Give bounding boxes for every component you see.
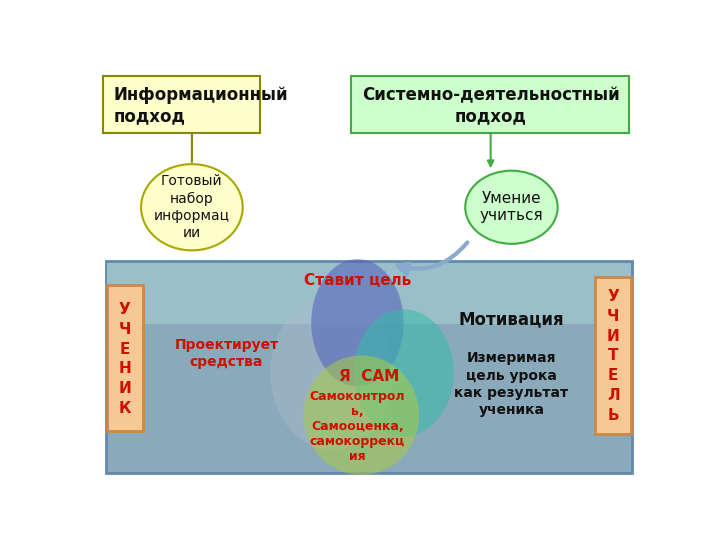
Text: Системно-деятельностный
подход: Системно-деятельностный подход <box>361 86 619 125</box>
FancyBboxPatch shape <box>104 76 260 133</box>
Text: У
Ч
Е
Н
И
К: У Ч Е Н И К <box>119 302 131 416</box>
Text: Я  САМ: Я САМ <box>339 369 399 384</box>
Ellipse shape <box>465 171 558 244</box>
Text: Информационный
подход: Информационный подход <box>113 86 288 125</box>
Text: Самоконтрол
ь,
Самооценка,
самокоррекц
ия: Самоконтрол ь, Самооценка, самокоррекц и… <box>310 390 405 463</box>
Text: Ставит цель: Ставит цель <box>304 273 411 288</box>
FancyBboxPatch shape <box>106 261 632 473</box>
Text: Проектирует
средства: Проектирует средства <box>174 338 279 369</box>
Text: Измеримая
цель урока
как результат
ученика: Измеримая цель урока как результат учени… <box>454 352 569 417</box>
Ellipse shape <box>271 296 394 450</box>
FancyBboxPatch shape <box>107 262 631 325</box>
Ellipse shape <box>304 355 419 475</box>
Ellipse shape <box>141 164 243 251</box>
Text: Мотивация: Мотивация <box>459 310 564 328</box>
Ellipse shape <box>354 309 454 436</box>
FancyBboxPatch shape <box>351 76 629 133</box>
FancyBboxPatch shape <box>107 285 143 430</box>
Text: Готовый
набор
информац
ии: Готовый набор информац ии <box>154 174 230 240</box>
Text: У
Ч
И
Т
Е
Л
Ь: У Ч И Т Е Л Ь <box>607 289 619 423</box>
Ellipse shape <box>311 259 404 386</box>
FancyBboxPatch shape <box>595 278 631 434</box>
Text: Умение
учиться: Умение учиться <box>480 191 544 224</box>
